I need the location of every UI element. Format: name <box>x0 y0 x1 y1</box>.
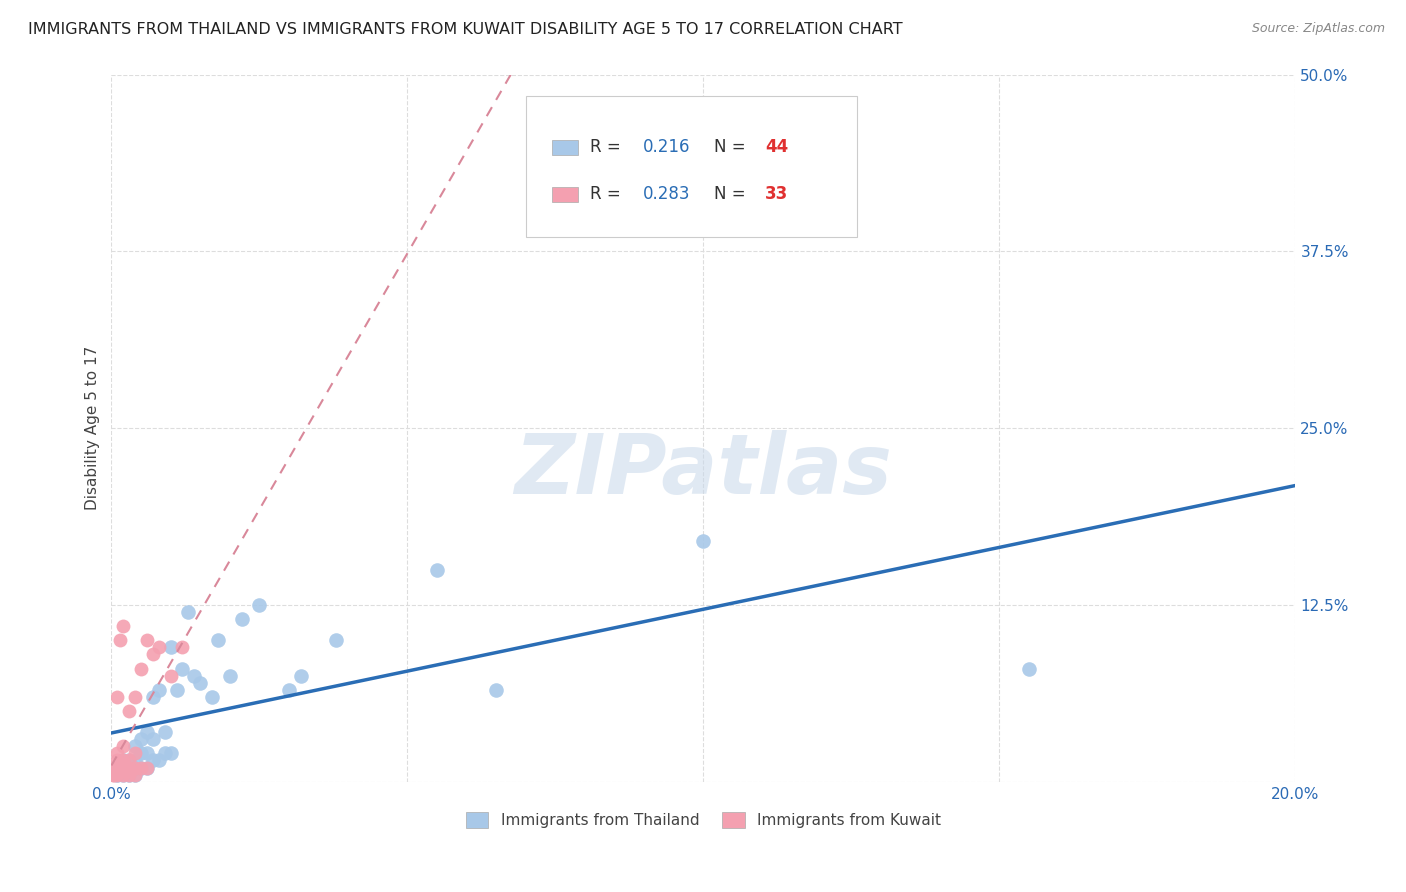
FancyBboxPatch shape <box>526 95 858 237</box>
Point <box>118 754 141 768</box>
Point <box>112 760 135 774</box>
Point <box>1018 661 1040 675</box>
Point <box>153 725 176 739</box>
Point <box>249 598 271 612</box>
Point <box>118 760 141 774</box>
Point <box>201 690 224 704</box>
Point <box>124 747 146 761</box>
Point <box>103 767 125 781</box>
Text: Source: ZipAtlas.com: Source: ZipAtlas.com <box>1251 22 1385 36</box>
Point <box>105 747 128 761</box>
Point <box>124 760 146 774</box>
Text: N =: N = <box>714 138 751 156</box>
Text: N =: N = <box>714 186 751 203</box>
Point <box>129 732 152 747</box>
Point <box>112 767 135 781</box>
Point <box>103 764 125 778</box>
Point <box>112 754 135 768</box>
Text: ZIPatlas: ZIPatlas <box>515 430 893 511</box>
Point <box>136 633 159 648</box>
Point <box>172 661 194 675</box>
Point <box>148 682 170 697</box>
FancyBboxPatch shape <box>553 186 578 202</box>
Point <box>124 767 146 781</box>
Point <box>692 534 714 549</box>
Y-axis label: Disability Age 5 to 17: Disability Age 5 to 17 <box>86 346 100 510</box>
Point <box>129 760 152 774</box>
Point <box>166 682 188 697</box>
Point <box>105 767 128 781</box>
Point <box>118 704 141 718</box>
Point <box>124 760 146 774</box>
Point <box>124 690 146 704</box>
Point <box>105 767 128 781</box>
Point <box>148 754 170 768</box>
Point <box>188 675 211 690</box>
Point <box>325 633 347 648</box>
Point <box>124 754 146 768</box>
Point <box>142 648 165 662</box>
Point <box>112 767 135 781</box>
Point <box>129 760 152 774</box>
Point <box>124 767 146 781</box>
Point <box>218 668 240 682</box>
Point <box>290 668 312 682</box>
Point <box>105 690 128 704</box>
Point <box>159 747 181 761</box>
Point <box>124 739 146 754</box>
Point <box>118 760 141 774</box>
Point <box>103 767 125 781</box>
Point <box>183 668 205 682</box>
Text: IMMIGRANTS FROM THAILAND VS IMMIGRANTS FROM KUWAIT DISABILITY AGE 5 TO 17 CORREL: IMMIGRANTS FROM THAILAND VS IMMIGRANTS F… <box>28 22 903 37</box>
Point <box>426 562 449 576</box>
Text: 33: 33 <box>765 186 789 203</box>
Legend: Immigrants from Thailand, Immigrants from Kuwait: Immigrants from Thailand, Immigrants fro… <box>460 805 948 834</box>
Point <box>142 754 165 768</box>
Point <box>136 725 159 739</box>
Point <box>142 732 165 747</box>
Point <box>172 640 194 655</box>
Point <box>104 760 127 774</box>
Point <box>136 760 159 774</box>
Point <box>105 760 128 774</box>
Point <box>148 640 170 655</box>
Point <box>105 754 128 768</box>
Point <box>207 633 229 648</box>
Point <box>142 690 165 704</box>
Point <box>104 760 127 774</box>
Point <box>136 760 159 774</box>
Point <box>110 633 132 648</box>
Point <box>153 747 176 761</box>
Point <box>159 640 181 655</box>
Point <box>129 747 152 761</box>
FancyBboxPatch shape <box>553 139 578 155</box>
Point <box>231 612 253 626</box>
Point <box>129 661 152 675</box>
Point <box>485 682 508 697</box>
Text: R =: R = <box>589 138 626 156</box>
Point <box>112 619 135 633</box>
Text: 44: 44 <box>765 138 789 156</box>
Point <box>105 764 128 778</box>
Point <box>136 747 159 761</box>
Point <box>105 760 128 774</box>
Point <box>112 760 135 774</box>
Text: R =: R = <box>589 186 626 203</box>
Point <box>278 682 301 697</box>
Point <box>118 767 141 781</box>
Text: 0.283: 0.283 <box>643 186 690 203</box>
Point <box>112 739 135 754</box>
Point <box>177 605 200 619</box>
Point <box>159 668 181 682</box>
Point <box>118 754 141 768</box>
Point <box>112 754 135 768</box>
Point <box>118 767 141 781</box>
Text: 0.216: 0.216 <box>643 138 690 156</box>
